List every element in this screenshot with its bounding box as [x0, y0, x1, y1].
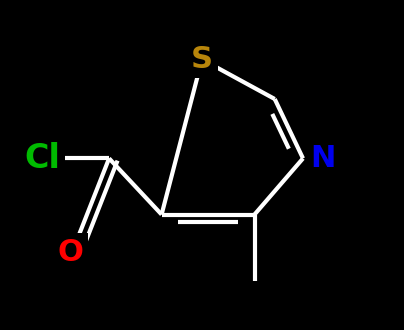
Text: Cl: Cl: [25, 142, 60, 175]
Text: O: O: [58, 238, 84, 267]
Text: N: N: [311, 144, 336, 173]
Text: S: S: [191, 45, 213, 74]
